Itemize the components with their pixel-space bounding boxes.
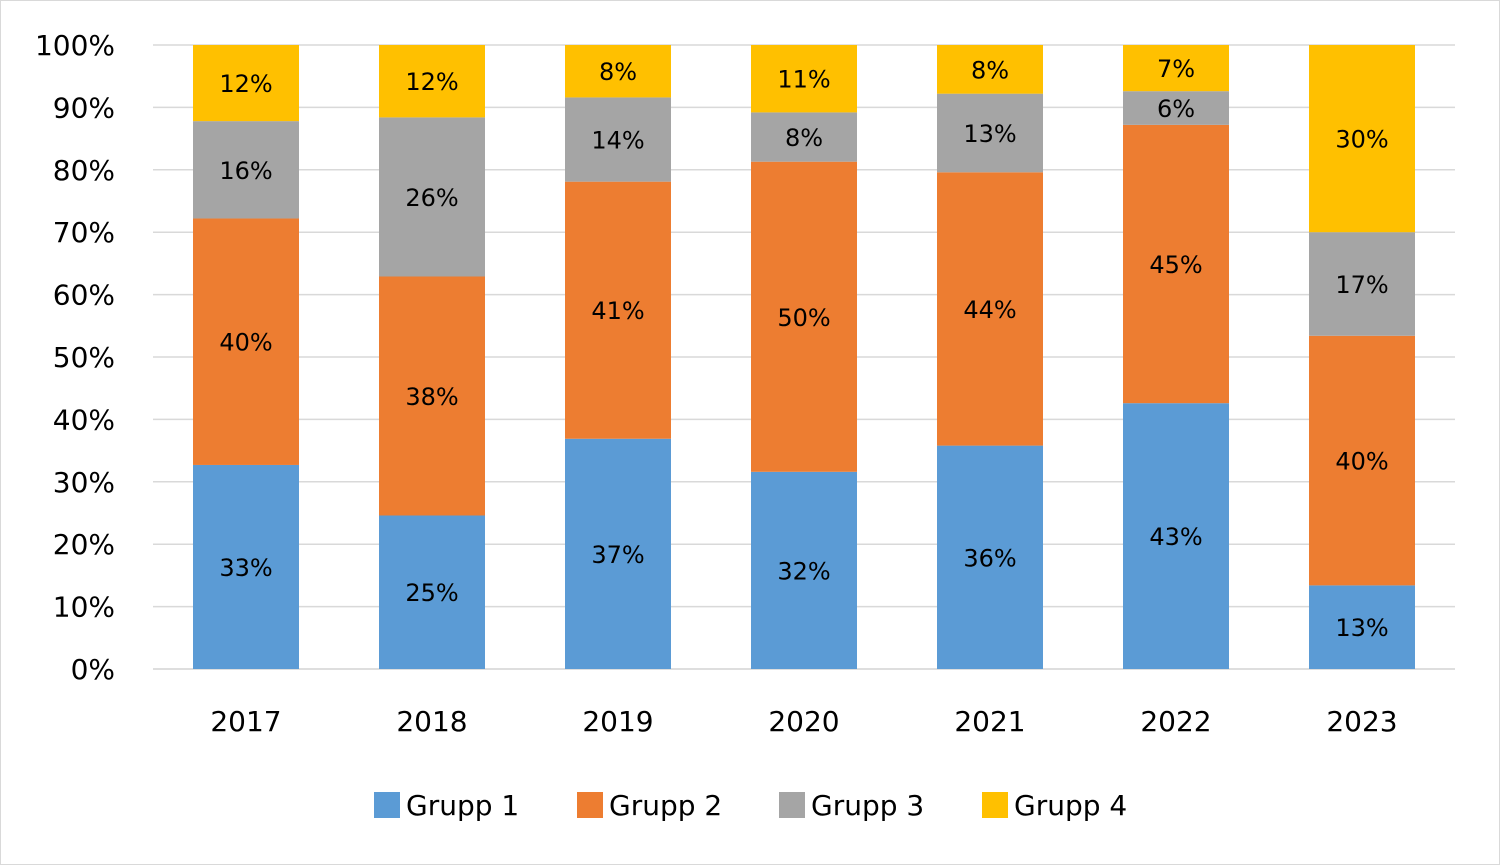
data-label-2021-series-4: 8% bbox=[971, 56, 1009, 84]
bar-2017-series-4 bbox=[193, 45, 299, 122]
bar-2020-series-3 bbox=[751, 112, 857, 162]
y-tick-label-80: 80% bbox=[53, 154, 115, 187]
y-tick-label-100: 100% bbox=[35, 29, 115, 62]
bar-2022-series-4 bbox=[1123, 45, 1229, 92]
legend-label-series-3: Grupp 3 bbox=[811, 789, 924, 822]
bar-2022-series-2 bbox=[1123, 124, 1229, 404]
y-tick-label-20: 20% bbox=[53, 528, 115, 561]
data-label-2022-series-1: 43% bbox=[1149, 523, 1202, 551]
data-label-2019-series-2: 41% bbox=[591, 297, 644, 325]
bar-2023-series-1 bbox=[1309, 585, 1415, 669]
data-label-2018-series-3: 26% bbox=[405, 184, 458, 212]
bar-2019-series-1 bbox=[565, 438, 671, 669]
x-tick-label-2023: 2023 bbox=[1326, 705, 1397, 738]
data-label-2021-series-3: 13% bbox=[963, 120, 1016, 148]
x-tick-label-2017: 2017 bbox=[210, 705, 281, 738]
legend-swatch-series-3 bbox=[779, 792, 805, 818]
data-label-2021-series-2: 44% bbox=[963, 296, 1016, 324]
y-tick-label-0: 0% bbox=[71, 653, 115, 686]
data-label-2019-series-1: 37% bbox=[591, 541, 644, 569]
y-tick-label-70: 70% bbox=[53, 216, 115, 249]
bar-2019-series-4 bbox=[565, 45, 671, 98]
bar-2017-series-2 bbox=[193, 218, 299, 465]
legend-swatch-series-1 bbox=[374, 792, 400, 818]
bar-2021-series-3 bbox=[937, 93, 1043, 173]
data-label-2023-series-3: 17% bbox=[1335, 271, 1388, 299]
bar-2022-series-1 bbox=[1123, 403, 1229, 669]
bar-2017-series-3 bbox=[193, 121, 299, 219]
data-label-2023-series-2: 40% bbox=[1335, 448, 1388, 476]
data-label-2021-series-1: 36% bbox=[963, 544, 1016, 572]
data-label-2023-series-4: 30% bbox=[1335, 126, 1388, 154]
y-tick-label-50: 50% bbox=[53, 341, 115, 374]
legend-label-series-2: Grupp 2 bbox=[609, 789, 722, 822]
bar-2023-series-3 bbox=[1309, 232, 1415, 336]
data-label-2022-series-2: 45% bbox=[1149, 251, 1202, 279]
data-label-2022-series-3: 6% bbox=[1157, 95, 1195, 123]
data-label-2019-series-3: 14% bbox=[591, 127, 644, 155]
x-tick-label-2019: 2019 bbox=[582, 705, 653, 738]
data-label-2020-series-1: 32% bbox=[777, 557, 830, 585]
data-label-2017-series-2: 40% bbox=[219, 329, 272, 357]
y-tick-label-10: 10% bbox=[53, 591, 115, 624]
y-tick-label-90: 90% bbox=[53, 91, 115, 124]
bar-2019-series-2 bbox=[565, 181, 671, 439]
x-tick-label-2022: 2022 bbox=[1140, 705, 1211, 738]
bar-2018-series-2 bbox=[379, 276, 485, 516]
bar-2017-series-1 bbox=[193, 464, 299, 669]
bar-2018-series-3 bbox=[379, 117, 485, 277]
legend-swatch-series-2 bbox=[577, 792, 603, 818]
x-tick-label-2021: 2021 bbox=[954, 705, 1025, 738]
data-label-2023-series-1: 13% bbox=[1335, 614, 1388, 642]
bar-2019-series-3 bbox=[565, 97, 671, 182]
bar-2021-series-2 bbox=[937, 172, 1043, 446]
bar-2020-series-4 bbox=[751, 45, 857, 113]
data-label-2018-series-2: 38% bbox=[405, 383, 458, 411]
data-label-2017-series-4: 12% bbox=[219, 70, 272, 98]
data-label-2017-series-1: 33% bbox=[219, 554, 272, 582]
bar-2020-series-1 bbox=[751, 471, 857, 669]
legend-label-series-4: Grupp 4 bbox=[1014, 789, 1127, 822]
y-axis-tick-labels: 0% 10% 20% 30% 40% 50% 60% 70% 80% 90% 100% bbox=[35, 29, 115, 686]
data-label-2019-series-4: 8% bbox=[599, 58, 637, 86]
bar-2022-series-3 bbox=[1123, 91, 1229, 125]
y-tick-label-30: 30% bbox=[53, 466, 115, 499]
data-labels: 33% 40% 16% 12% 25% 38% 26% 12% 37% 41% 14% 8% 32% 50… bbox=[219, 55, 1388, 642]
x-axis-tick-labels: 2017 2018 2019 2020 2021 2022 2023 bbox=[210, 705, 1397, 738]
bar-2021-series-1 bbox=[937, 445, 1043, 669]
y-tick-label-40: 40% bbox=[53, 403, 115, 436]
data-label-2020-series-4: 11% bbox=[777, 66, 830, 94]
legend-label-series-1: Grupp 1 bbox=[406, 789, 519, 822]
data-label-2018-series-1: 25% bbox=[405, 579, 458, 607]
bar-2023-series-4 bbox=[1309, 45, 1415, 233]
data-label-2017-series-3: 16% bbox=[219, 157, 272, 185]
x-tick-label-2020: 2020 bbox=[768, 705, 839, 738]
y-tick-label-60: 60% bbox=[53, 279, 115, 312]
data-label-2020-series-3: 8% bbox=[785, 124, 823, 152]
data-label-2020-series-2: 50% bbox=[777, 304, 830, 332]
bar-2023-series-2 bbox=[1309, 335, 1415, 586]
data-label-2018-series-4: 12% bbox=[405, 68, 458, 96]
bar-2021-series-4 bbox=[937, 45, 1043, 94]
data-label-2022-series-4: 7% bbox=[1157, 55, 1195, 83]
legend: Grupp 1 Grupp 2 Grupp 3 Grupp 4 bbox=[374, 789, 1127, 822]
legend-swatch-series-4 bbox=[982, 792, 1008, 818]
bars bbox=[193, 45, 1415, 669]
x-tick-label-2018: 2018 bbox=[396, 705, 467, 738]
bar-2020-series-2 bbox=[751, 161, 857, 472]
bar-2018-series-4 bbox=[379, 45, 485, 118]
bar-2018-series-1 bbox=[379, 515, 485, 669]
